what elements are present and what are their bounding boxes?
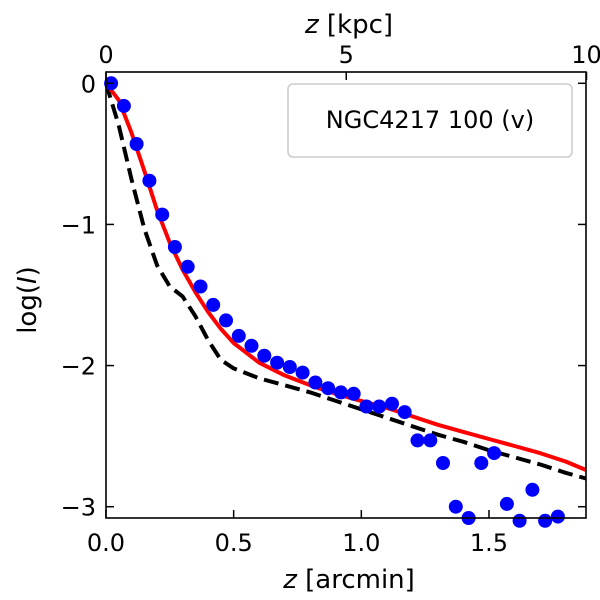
data-point [499, 496, 514, 511]
series-line-model-alt [104, 82, 587, 481]
data-point [423, 433, 438, 448]
y-tick-label: −2 [61, 353, 96, 381]
data-point [359, 399, 374, 414]
data-point [550, 509, 565, 524]
y-tick-label: −1 [61, 211, 96, 239]
scatter-points [104, 76, 565, 528]
y-axis-label-prefix: log( [13, 284, 43, 334]
data-point [231, 328, 246, 343]
data-point [525, 482, 540, 497]
data-point [142, 173, 157, 188]
data-point [487, 446, 502, 461]
legend-box [287, 83, 573, 158]
data-point [116, 98, 131, 113]
data-point [321, 381, 336, 396]
data-point [155, 207, 170, 222]
legend-label: NGC4217 100 (v) [326, 106, 534, 134]
data-point [448, 499, 463, 514]
data-point [410, 433, 425, 448]
y-axis-label-var: I [13, 276, 43, 284]
y-axis-label-suffix: ) [13, 266, 43, 276]
top-x-axis-label-unit: [kpc] [319, 10, 393, 40]
y-axis-label: log(I) [13, 266, 43, 334]
x-axis-label-var: z [282, 565, 298, 595]
data-point [270, 355, 285, 370]
data-point [295, 365, 310, 380]
data-point [512, 513, 527, 528]
x-tick-label: 1.5 [470, 529, 508, 557]
data-point [257, 348, 272, 363]
data-point [372, 399, 387, 414]
data-point [219, 313, 233, 328]
data-point [346, 386, 361, 401]
data-point [397, 405, 412, 420]
data-point [474, 456, 489, 470]
data-point [282, 360, 297, 374]
x-axis-label: z [arcmin] [282, 565, 415, 595]
axis-ticks: 0.0 0.5 1.0 1.5 0 −1 −2 −3 0 5 10 [61, 41, 600, 557]
top-tick-label: 10 [571, 41, 600, 69]
data-point [244, 338, 259, 353]
top-x-axis-label: z [kpc] [304, 10, 393, 40]
data-point [308, 375, 323, 390]
x-tick-label: 0.0 [87, 529, 125, 557]
data-point [180, 259, 195, 274]
top-tick-label: 5 [339, 41, 354, 69]
y-tick-label: −3 [61, 494, 96, 522]
data-point [538, 513, 553, 528]
data-point [206, 297, 221, 312]
legend: NGC4217 100 (v) [287, 83, 573, 158]
top-tick-label: 0 [98, 41, 113, 69]
data-point [129, 137, 144, 151]
data-point [436, 456, 450, 470]
x-tick-label: 1.0 [342, 529, 380, 557]
data-point [333, 385, 348, 400]
top-x-axis-label-var: z [304, 10, 320, 40]
x-tick-label: 0.5 [215, 529, 253, 557]
y-tick-label: 0 [81, 70, 96, 98]
x-axis-label-unit: [arcmin] [297, 565, 415, 595]
data-point [193, 279, 208, 294]
data-point [167, 240, 182, 254]
data-point [385, 396, 399, 411]
